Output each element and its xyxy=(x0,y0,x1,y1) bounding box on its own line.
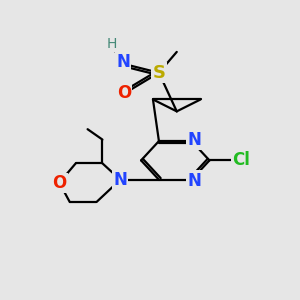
Text: N: N xyxy=(188,172,202,190)
Text: O: O xyxy=(52,174,67,192)
Text: N: N xyxy=(188,131,202,149)
Text: H: H xyxy=(106,37,116,51)
Text: N: N xyxy=(116,53,130,71)
Text: O: O xyxy=(117,84,131,102)
Text: S: S xyxy=(152,64,165,82)
Text: Cl: Cl xyxy=(232,152,250,169)
Text: N: N xyxy=(113,171,127,189)
